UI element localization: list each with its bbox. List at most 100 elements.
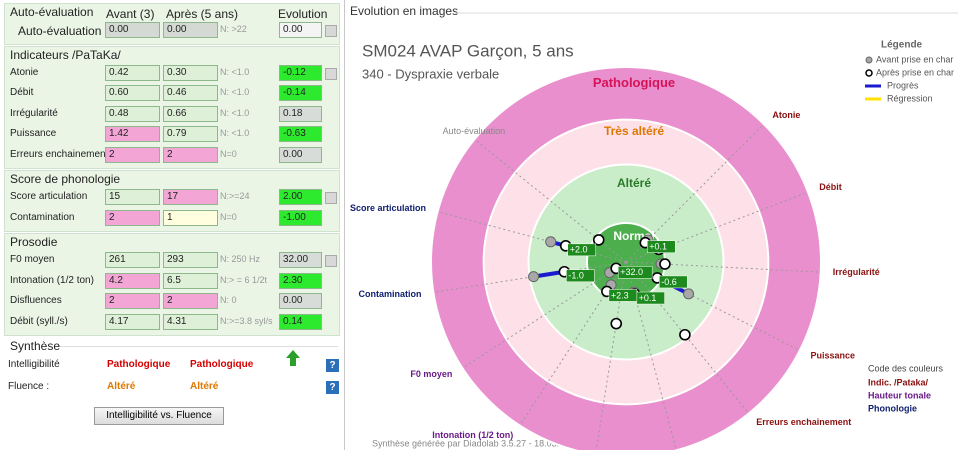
evolution-field[interactable]: 0.00 <box>279 293 322 309</box>
evolution-field[interactable]: -1.00 <box>279 209 322 226</box>
before-field[interactable]: 0.60 <box>105 85 160 101</box>
evolution-field[interactable]: -0.14 <box>279 85 322 101</box>
before-field[interactable]: 0.00 <box>105 22 160 38</box>
legend-entry: Progrès <box>887 80 919 90</box>
help-button[interactable]: ? <box>326 359 339 372</box>
before-field[interactable]: 1.42 <box>105 126 160 142</box>
synthesis-after: Altéré <box>190 381 219 392</box>
evolution-field[interactable]: -0.63 <box>279 126 322 142</box>
before-point <box>683 288 695 300</box>
before-field[interactable]: 2 <box>105 146 160 163</box>
evolution-label-text: +2.3 <box>611 290 629 300</box>
axis-label: Intonation (1/2 ton) <box>432 430 513 440</box>
row-label: Score articulation <box>10 191 88 202</box>
evolution-label-box <box>659 275 688 289</box>
synthesis-before: Pathologique <box>107 359 171 370</box>
section-title: Indicateurs /PaTaKa/ <box>10 47 121 62</box>
synthesis-after: Pathologique <box>190 359 254 370</box>
evolution-label-box <box>608 289 638 302</box>
legend-after-marker <box>865 69 873 77</box>
before-field[interactable]: 261 <box>105 252 160 268</box>
evolution-field[interactable]: 2.00 <box>279 189 322 205</box>
axis-label: Score articulation <box>350 203 426 213</box>
after-field[interactable]: 0.46 <box>163 85 218 101</box>
before-field[interactable]: 4.2 <box>105 272 160 289</box>
before-point <box>545 236 557 248</box>
row-label: Disfluences <box>10 295 62 306</box>
row-label: Atonie <box>10 66 39 78</box>
evolution-field[interactable]: -0.12 <box>279 64 322 81</box>
panel-title: Evolution en images <box>350 4 458 18</box>
axis-label: Atonie <box>772 110 800 120</box>
after-field[interactable]: 6.5 <box>163 272 218 289</box>
before-field[interactable]: 2 <box>105 209 160 226</box>
after-field[interactable]: 4.31 <box>163 313 218 330</box>
evolution-label-box <box>567 243 596 257</box>
evolution-label-box <box>617 266 653 279</box>
norm-text: N:>=3.8 syl/s <box>220 315 273 326</box>
color-code-item: Hauteur tonale <box>868 390 931 400</box>
evolution-field[interactable]: 32.00 <box>279 252 322 268</box>
norm-text: N:>=24 <box>220 191 250 201</box>
chart-title: SM024 AVAP Garçon, 5 ans <box>362 41 574 60</box>
after-field[interactable]: 0.79 <box>163 126 218 142</box>
evolution-label: -0.6 <box>659 275 688 289</box>
section-icon <box>325 192 337 204</box>
evolution-label: -1.0 <box>566 269 595 283</box>
before-field[interactable]: 4.17 <box>105 313 160 330</box>
row-label: Irrégularité <box>10 107 58 119</box>
after-field[interactable]: 293 <box>163 252 218 268</box>
axis-label: Auto-évaluation <box>443 126 506 136</box>
evolution-field[interactable]: 0.00 <box>279 22 322 38</box>
after-field[interactable]: 1 <box>163 209 218 226</box>
evolution-field[interactable]: 0.00 <box>279 146 322 163</box>
before-field[interactable]: 0.42 <box>105 64 160 81</box>
evolution-field[interactable]: 0.14 <box>279 313 322 330</box>
row-label: Puissance <box>10 128 57 139</box>
axis-label: F0 moyen <box>410 369 452 379</box>
section-icon <box>325 25 337 37</box>
row-label: Débit <box>10 87 34 98</box>
legend-entry: Régression <box>887 93 933 103</box>
section-icon <box>325 255 337 267</box>
after-field[interactable]: 2 <box>163 146 218 163</box>
after-point <box>659 258 671 270</box>
norm-text: N=0 <box>220 211 237 222</box>
chart-subtitle: 340 - Dyspraxie verbale <box>362 66 499 81</box>
section-icon <box>325 67 337 80</box>
after-field[interactable]: 17 <box>163 189 218 205</box>
evolution-field[interactable]: 2.30 <box>279 272 322 289</box>
row-label: Auto-évaluation <box>18 24 102 38</box>
evolution-field[interactable]: 0.18 <box>279 105 322 122</box>
after-field[interactable]: 2 <box>163 293 218 309</box>
evolution-label-text: +0.1 <box>639 293 657 303</box>
after-field[interactable]: 0.30 <box>163 64 218 81</box>
ring-label: Très altéré <box>604 124 664 138</box>
before-point <box>528 271 540 283</box>
before-field[interactable]: 0.48 <box>105 105 160 122</box>
after-point <box>679 328 691 341</box>
legend-entry: Avant prise en char <box>876 54 953 64</box>
section-title: Prosodie <box>10 235 58 249</box>
evolution-label-text: +32.0 <box>620 267 643 277</box>
evolution-label: +0.1 <box>636 291 665 305</box>
norm-text: N:> = 6 1/2t <box>220 274 268 285</box>
trend-arrow <box>286 350 300 366</box>
synthesis-label: Fluence : <box>8 381 50 392</box>
section-title: Auto-évaluation <box>10 5 94 19</box>
norm-text: N: <1.0 <box>220 128 250 138</box>
evolution-label-text: -1.0 <box>568 271 584 281</box>
before-field[interactable]: 15 <box>105 189 160 205</box>
ring-label: Altéré <box>617 176 651 190</box>
axis-label: Erreurs enchainement <box>756 417 851 427</box>
norm-text: N: <1.0 <box>220 87 250 97</box>
compare-button[interactable]: Intelligibilité vs. Fluence <box>94 407 224 425</box>
color-code-item: Indic. /Pataka/ <box>868 377 929 387</box>
before-field[interactable]: 2 <box>105 293 160 309</box>
norm-text: N: >22 <box>220 24 247 34</box>
synthesis-rule <box>60 346 338 347</box>
after-field[interactable]: 0.66 <box>163 105 218 122</box>
evolution-label-text: +0.1 <box>649 242 667 252</box>
help-button[interactable]: ? <box>326 381 339 394</box>
after-field[interactable]: 0.00 <box>163 22 218 38</box>
